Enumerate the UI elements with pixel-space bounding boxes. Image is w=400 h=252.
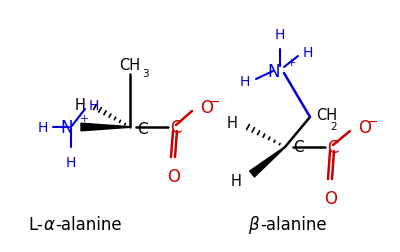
Text: O: O <box>200 99 213 116</box>
Text: N: N <box>60 118 73 137</box>
Text: O: O <box>168 167 180 185</box>
Text: H: H <box>66 155 76 169</box>
Text: CH: CH <box>120 57 140 72</box>
Text: α: α <box>44 215 55 233</box>
Text: L-: L- <box>28 215 43 233</box>
Text: O: O <box>358 118 371 137</box>
Text: −: − <box>368 115 378 128</box>
Text: H: H <box>303 46 313 60</box>
Text: H: H <box>275 28 285 42</box>
Text: C: C <box>327 138 338 156</box>
Text: H: H <box>227 116 238 131</box>
Polygon shape <box>250 147 285 177</box>
Text: -alanine: -alanine <box>260 215 327 233</box>
Text: O: O <box>324 189 338 207</box>
Text: C: C <box>293 140 304 155</box>
Text: −: − <box>210 95 220 108</box>
Text: C: C <box>137 121 148 136</box>
Text: -alanine: -alanine <box>55 215 122 233</box>
Text: +: + <box>287 58 296 68</box>
Text: H: H <box>74 98 85 113</box>
Text: 2: 2 <box>330 121 337 132</box>
Text: H: H <box>89 99 99 113</box>
Text: 3: 3 <box>142 69 149 79</box>
Text: H: H <box>240 75 250 89</box>
Text: CH: CH <box>316 108 337 123</box>
Polygon shape <box>81 124 130 131</box>
Text: C: C <box>170 118 182 137</box>
Text: N: N <box>268 63 280 81</box>
Text: H: H <box>231 173 242 188</box>
Text: β: β <box>248 215 259 233</box>
Text: +: + <box>80 114 89 123</box>
Text: H: H <box>38 120 48 135</box>
